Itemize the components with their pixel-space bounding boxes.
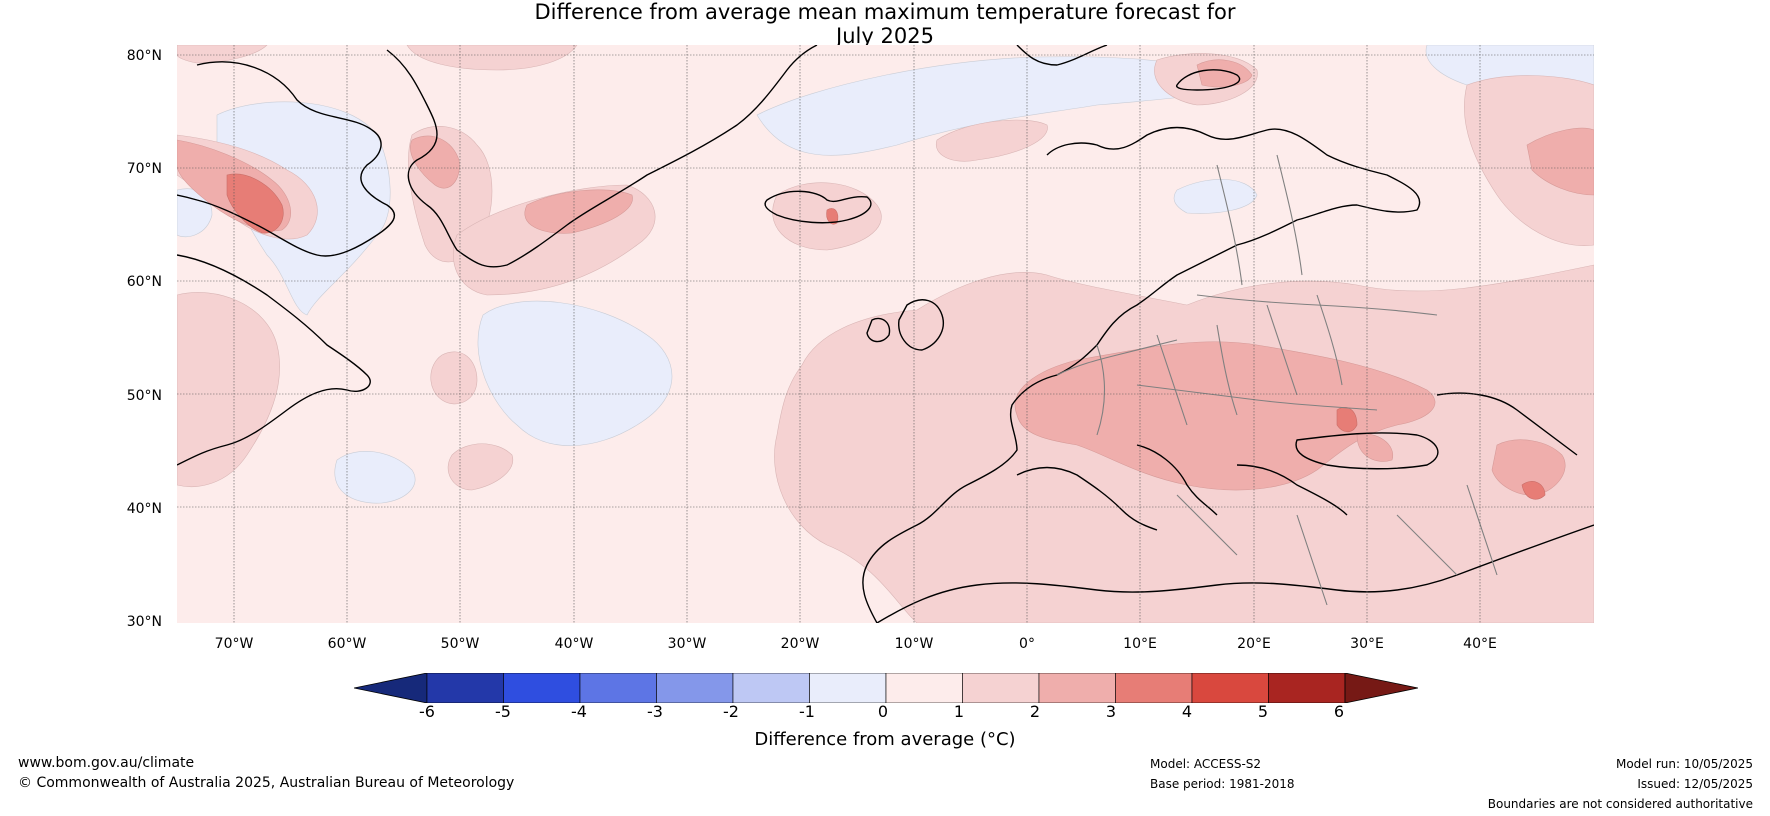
colorbar-cells [354, 673, 1418, 703]
colorbar-cell [426, 673, 504, 703]
colorbar-cell [1191, 673, 1269, 703]
colorbar-cell [1268, 673, 1346, 703]
colorbar-cell [656, 673, 734, 703]
colorbar-cell [885, 673, 963, 703]
colorbar-extend-high [1344, 673, 1418, 703]
colorbar-cell [809, 673, 887, 703]
colorbar-tick-minus5: -5 [495, 702, 511, 721]
colorbar-tick-4: 4 [1181, 702, 1193, 721]
footer-issued: Issued: 12/05/2025 [1637, 777, 1753, 791]
lon-label-60w: 60°W [327, 636, 367, 652]
colorbar-tick-3: 3 [1105, 702, 1117, 721]
coastlines [177, 45, 1594, 623]
title-line-1: Difference from average mean maximum tem… [534, 0, 1236, 24]
colorbar-cell [732, 673, 810, 703]
lon-label-30w: 30°W [667, 636, 707, 652]
colorbar [354, 673, 1418, 703]
colorbar-cell [1038, 673, 1116, 703]
lon-label-40e: 40°E [1463, 636, 1497, 652]
footer-copyright: © Commonwealth of Australia 2025, Austra… [18, 775, 515, 791]
lon-label-0: 0° [1019, 636, 1035, 652]
colorbar-tick-minus6: -6 [419, 702, 435, 721]
colorbar-tick-6: 6 [1333, 702, 1345, 721]
colorbar-tick-minus4: -4 [571, 702, 587, 721]
lon-label-30e: 30°E [1350, 636, 1384, 652]
map-svg [177, 45, 1594, 623]
map-title: Difference from average mean maximum tem… [0, 0, 1770, 48]
colorbar-cell [1115, 673, 1193, 703]
footer-model: Model: ACCESS-S2 [1150, 757, 1262, 771]
forecast-map[interactable] [177, 45, 1594, 623]
lon-label-70w: 70°W [214, 636, 254, 652]
colorbar-tick-0: 0 [877, 702, 889, 721]
colorbar-tick-minus3: -3 [647, 702, 663, 721]
country-borders [1056, 154, 1498, 606]
lat-label-40n: 40°N [126, 501, 162, 517]
lat-label-60n: 60°N [126, 274, 162, 290]
lon-label-20w: 20°W [780, 636, 820, 652]
lon-label-10e: 10°E [1123, 636, 1157, 652]
graticule [177, 45, 1594, 623]
colorbar-cell [962, 673, 1040, 703]
lat-label-80n: 80°N [126, 48, 162, 64]
lon-label-10w: 10°W [894, 636, 934, 652]
colorbar-cell [579, 673, 657, 703]
anomaly-3-4 [226, 173, 1546, 500]
colorbar-tick-minus2: -2 [723, 702, 739, 721]
lon-label-20e: 20°E [1237, 636, 1271, 652]
colorbar-tick-2: 2 [1029, 702, 1041, 721]
lon-label-50w: 50°W [440, 636, 480, 652]
lat-label-50n: 50°N [126, 388, 162, 404]
lat-label-70n: 70°N [126, 161, 162, 177]
colorbar-extend-low [354, 673, 428, 703]
footer-base-period: Base period: 1981-2018 [1150, 777, 1295, 791]
colorbar-cell [503, 673, 581, 703]
lat-label-30n: 30°N [126, 614, 162, 630]
lon-label-40w: 40°W [554, 636, 594, 652]
footer-website: www.bom.gov.au/climate [18, 755, 195, 771]
anomaly-2-3 [177, 59, 1594, 496]
colorbar-tick-minus1: -1 [799, 702, 815, 721]
colorbar-tick-5: 5 [1257, 702, 1269, 721]
footer-model-run: Model run: 10/05/2025 [1615, 757, 1753, 771]
colorbar-label: Difference from average (°C) [754, 729, 1016, 750]
colorbar-tick-1: 1 [953, 702, 965, 721]
footer-disclaimer: Boundaries are not considered authoritat… [1487, 797, 1753, 811]
title-line-2: July 2025 [836, 24, 934, 48]
